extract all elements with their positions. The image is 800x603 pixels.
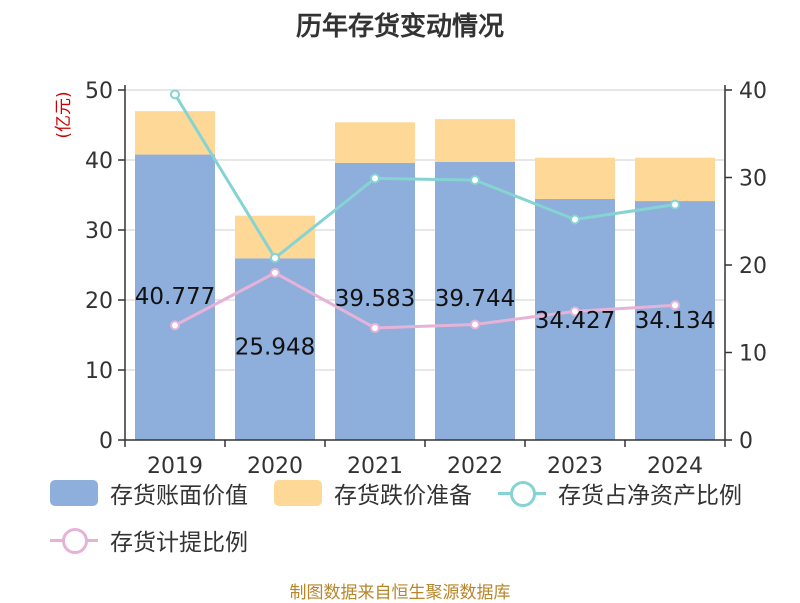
legend-label-provision-ratio: 存货计提比例: [110, 530, 248, 556]
bar-provision: [535, 157, 615, 200]
left-axis-tick-label: 50: [85, 79, 113, 104]
right-axis-tick-label: 0: [739, 429, 753, 454]
x-axis-tick-label: 2020: [247, 454, 303, 479]
point-provision-ratio: [570, 306, 580, 317]
legend-label-inventory-net-asset-ratio: 存货占净资产比例: [558, 483, 742, 509]
legend-label-provision: 存货跌价准备: [334, 483, 472, 509]
x-axis-tick-label: 2024: [647, 454, 703, 479]
legend-swatch-book-value: [50, 480, 98, 506]
chart-title: 历年存货变动情况: [295, 12, 504, 42]
legend-swatch-provision: [274, 480, 322, 506]
bar-data-label: 34.427: [535, 308, 615, 334]
point-inventory-net-asset-ratio: [570, 214, 580, 225]
bar-book-value: [335, 162, 415, 440]
bar-data-label: 39.583: [335, 286, 415, 312]
data-source-note: 制图数据来自恒生聚源数据库: [289, 583, 511, 603]
line-inventory-net-asset-ratio: [173, 93, 676, 261]
legend-item-provision[interactable]: 存货跌价准备: [274, 476, 472, 510]
point-inventory-net-asset-ratio: [470, 175, 480, 186]
right-axis-tick-label: 10: [739, 342, 767, 367]
point-inventory-net-asset-ratio: [270, 253, 280, 263]
legend-item-provision-ratio[interactable]: 存货计提比例: [50, 523, 248, 557]
point-inventory-net-asset-ratio: [170, 89, 180, 100]
bar-provision: [435, 119, 515, 162]
point-provision-ratio: [270, 267, 280, 278]
bar-provision: [135, 111, 215, 155]
left-axis-tick-label: 0: [99, 429, 113, 454]
x-axis-tick-label: 2019: [147, 454, 203, 479]
legend-swatch-inventory-net-asset-ratio: [498, 480, 546, 507]
left-axis-tick-label: 20: [85, 289, 113, 314]
bar-data-label: 40.777: [135, 284, 215, 310]
left-axis-tick-label: 10: [85, 359, 113, 384]
left-axis-unit-label: (亿元): [54, 91, 74, 138]
bar-book-value: [435, 161, 515, 441]
legend-swatch-provision-ratio: [50, 527, 98, 554]
x-axis-tick-label: 2021: [347, 454, 403, 479]
bar-data-label: 25.948: [235, 334, 315, 360]
left-axis-tick-label: 30: [85, 219, 113, 244]
bar-provision: [335, 122, 415, 163]
right-axis-tick-label: 40: [739, 79, 767, 104]
legend-label-book-value: 存货账面价值: [110, 483, 248, 509]
point-provision-ratio: [670, 300, 680, 311]
point-provision-ratio: [370, 323, 380, 333]
point-provision-ratio: [170, 320, 180, 331]
bar-book-value: [635, 201, 715, 440]
bar-provision: [635, 157, 715, 202]
right-axis-tick-label: 20: [739, 254, 767, 279]
right-axis-tick-label: 30: [739, 167, 767, 192]
bar-data-label: 34.134: [635, 308, 715, 334]
line-provision-ratio: [174, 271, 676, 330]
legend-item-inventory-net-asset-ratio[interactable]: 存货占净资产比例: [498, 476, 742, 510]
legend-item-book-value[interactable]: 存货账面价值: [50, 476, 248, 510]
bar-data-label: 39.744: [435, 286, 515, 312]
point-inventory-net-asset-ratio: [370, 173, 380, 184]
point-provision-ratio: [470, 319, 480, 330]
left-axis-tick-label: 40: [85, 149, 113, 174]
bar-book-value: [135, 154, 215, 440]
point-inventory-net-asset-ratio: [670, 199, 680, 210]
bar-book-value: [535, 199, 615, 440]
x-axis-tick-label: 2022: [447, 454, 503, 479]
x-axis-tick-label: 2023: [547, 454, 603, 479]
